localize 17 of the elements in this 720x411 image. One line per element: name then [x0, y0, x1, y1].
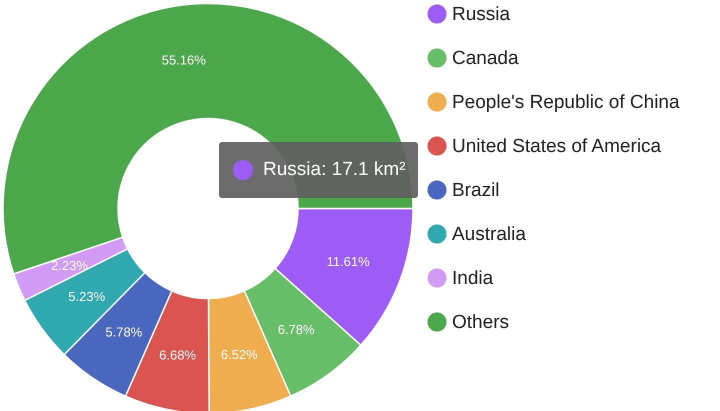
data-label: 5.23% — [68, 288, 106, 304]
data-label: 2.23% — [51, 258, 88, 274]
legend-label: Brazil — [452, 180, 500, 201]
legend-label: United States of America — [452, 136, 662, 157]
legend-label: India — [452, 268, 494, 289]
legend-label: Russia — [452, 4, 511, 25]
data-label: 5.78% — [105, 324, 143, 340]
data-label: 55.16% — [162, 52, 206, 68]
data-label: 6.78% — [278, 322, 316, 337]
data-label: 11.61% — [326, 254, 370, 270]
data-label: 6.52% — [220, 347, 258, 362]
legend-label: Australia — [452, 224, 526, 245]
legend-label: Others — [452, 312, 510, 333]
data-label: 6.68% — [159, 347, 196, 362]
legend-label: People's Republic of China — [452, 92, 680, 113]
legend-label: Canada — [452, 48, 519, 69]
text: Russia: 17.1 km² — [263, 159, 406, 181]
